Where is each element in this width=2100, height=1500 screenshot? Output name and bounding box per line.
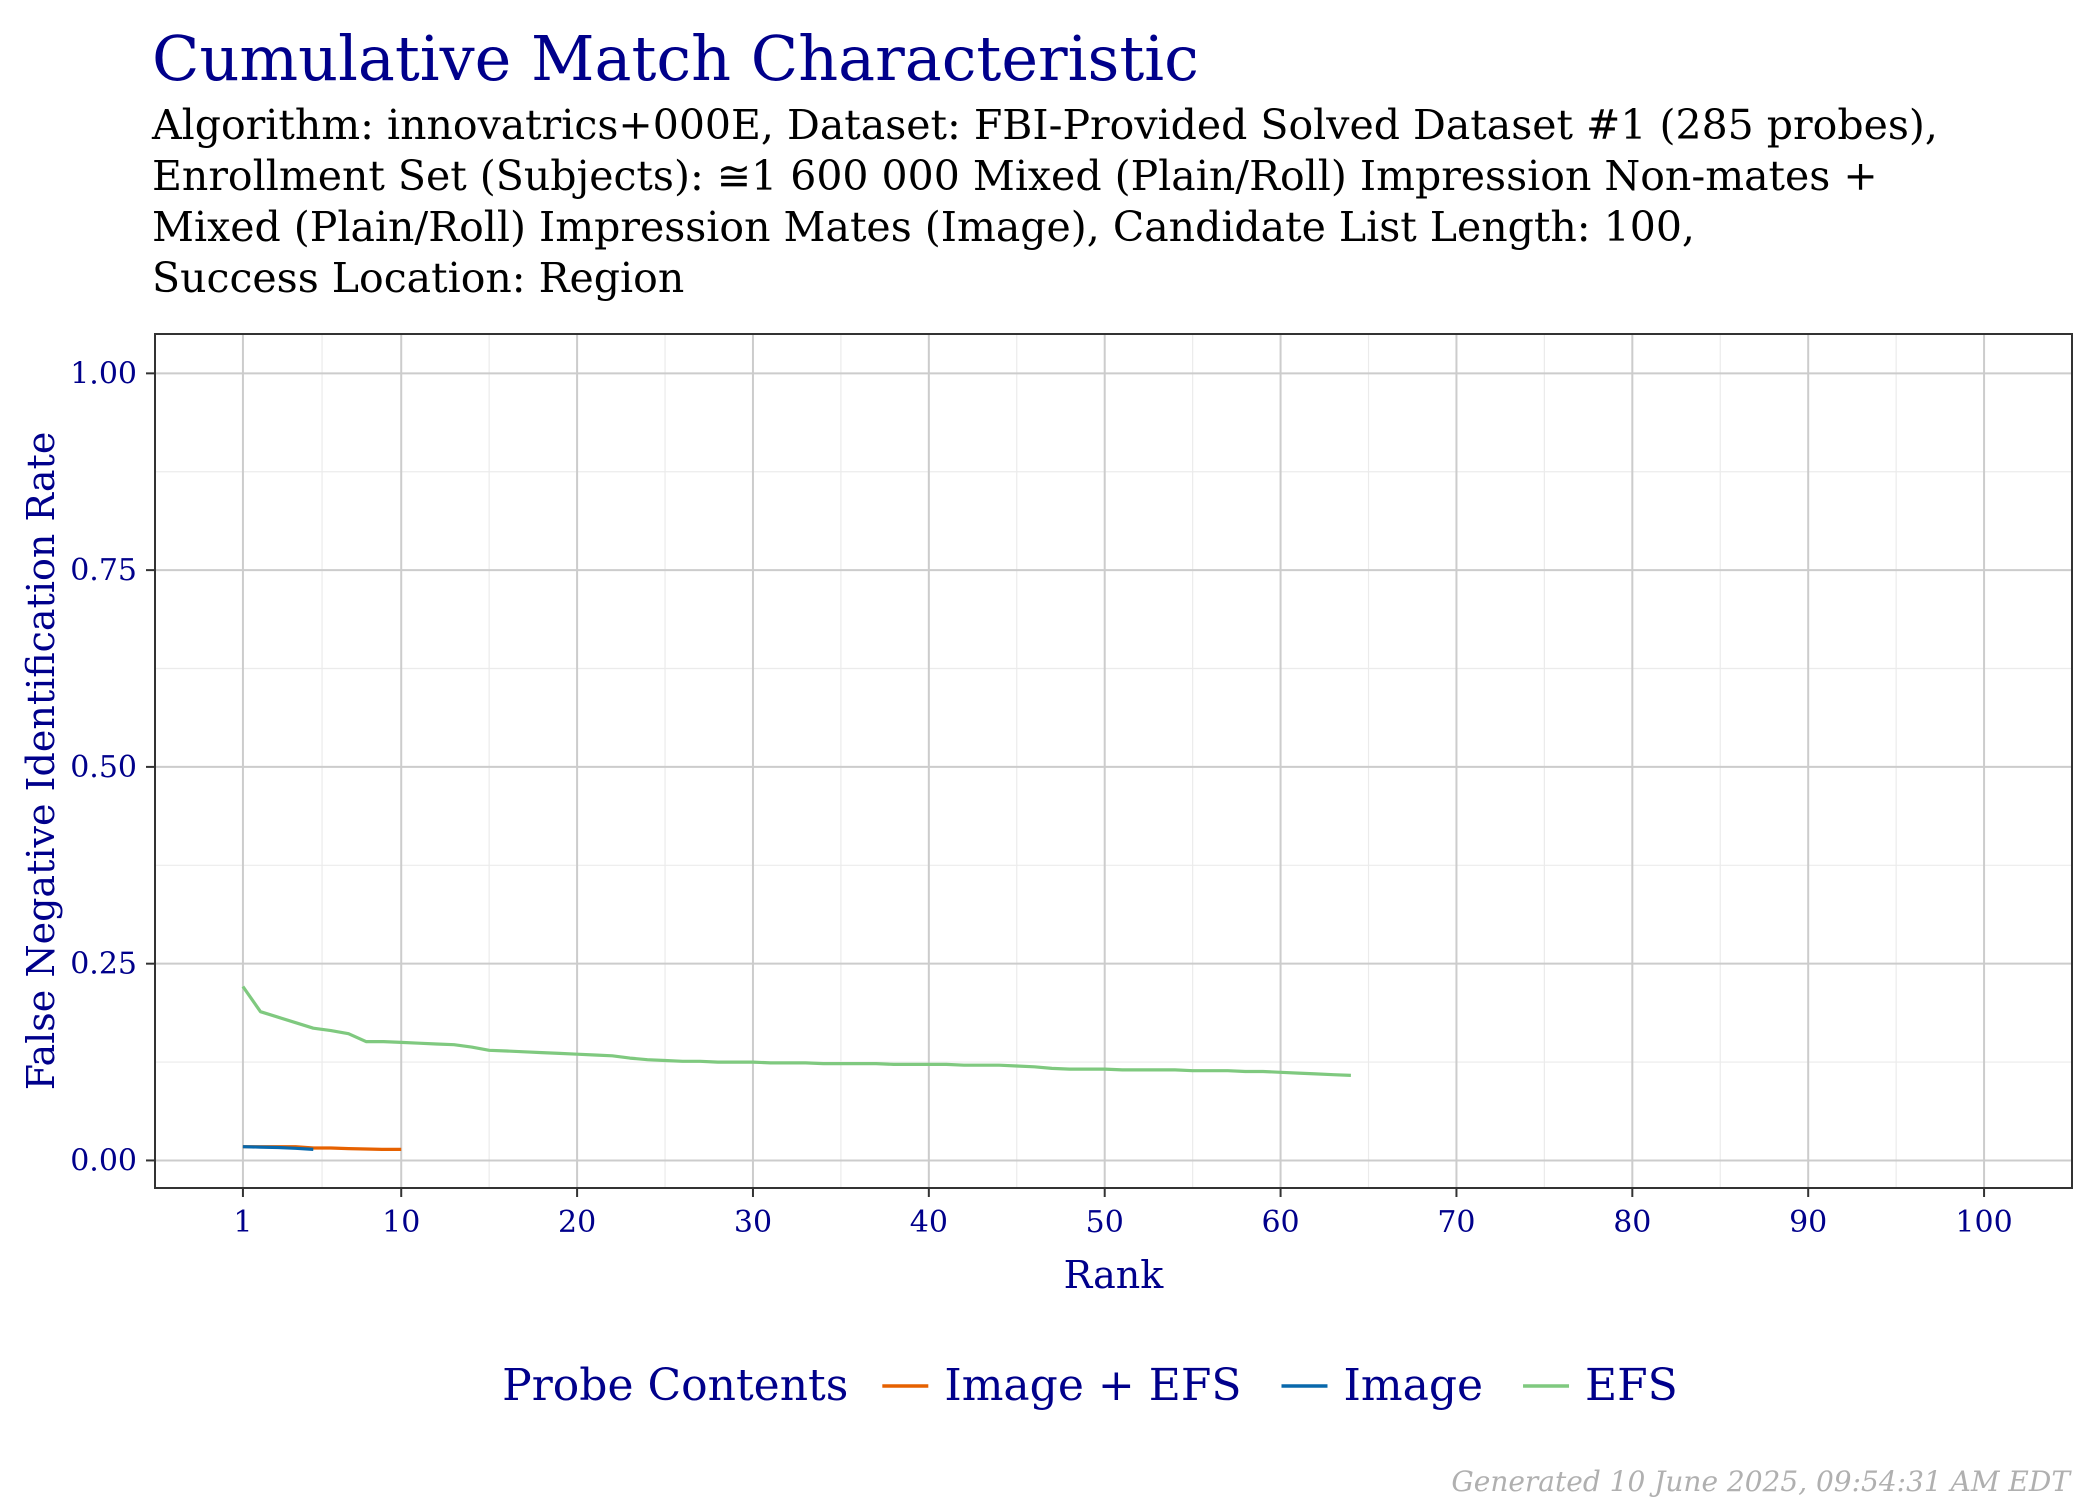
x-tick-label: 30 [734,1205,772,1240]
major-grid [155,334,2072,1188]
x-tick-label: 1 [233,1205,252,1240]
plot-panel-border [154,333,2073,1189]
x-tick-label: 70 [1437,1205,1475,1240]
y-axis: 0.00 0.25 0.50 0.75 1.00 [70,356,155,1178]
subtitle-line-3: Mixed (Plain/Roll) Impression Mates (Ima… [152,203,1695,251]
x-axis: 1 10 20 30 40 50 60 70 80 90 100 [233,1188,2013,1240]
y-tick-label: 0.75 [70,553,137,588]
x-tick-label: 20 [558,1205,596,1240]
y-axis-label: False Negative Identification Rate [19,432,63,1091]
x-tick-label: 80 [1613,1205,1651,1240]
y-tick-label: 0.25 [70,947,137,982]
x-tick-label: 60 [1261,1205,1299,1240]
subtitle-line-1: Algorithm: innovatrics+000E, Dataset: FB… [152,101,1938,149]
x-tick-label: 40 [910,1205,948,1240]
minor-grid [155,334,2072,1188]
subtitle-line-2: Enrollment Set (Subjects): ≅1 600 000 Mi… [152,152,1878,200]
series-line-image [242,1145,314,1151]
subtitle-line-4: Success Location: Region [152,254,685,302]
chart-subtitle: Algorithm: innovatrics+000E, Dataset: FB… [152,100,2052,304]
x-tick-label: 90 [1789,1205,1827,1240]
x-tick-label: 10 [382,1205,420,1240]
series-line-efs [241,985,1351,1077]
x-axis-label: Rank [1064,1253,1165,1297]
legend-label: Image + EFS [944,1360,1241,1411]
x-tick-label: 100 [1955,1205,2012,1240]
legend-label: EFS [1585,1360,1678,1411]
legend-label: Image [1343,1360,1483,1411]
y-tick-label: 0.50 [70,750,137,785]
legend-title: Probe Contents [502,1360,848,1411]
x-tick-label: 50 [1086,1205,1124,1240]
series-layer [241,985,1351,1152]
legend: Probe Contents Image + EFS Image EFS [502,1360,1678,1411]
y-tick-label: 0.00 [70,1143,137,1178]
chart-title: Cumulative Match Characteristic [152,22,1199,95]
y-tick-label: 1.00 [70,356,137,391]
generated-timestamp: Generated 10 June 2025, 09:54:31 AM EDT [1451,1465,2070,1498]
